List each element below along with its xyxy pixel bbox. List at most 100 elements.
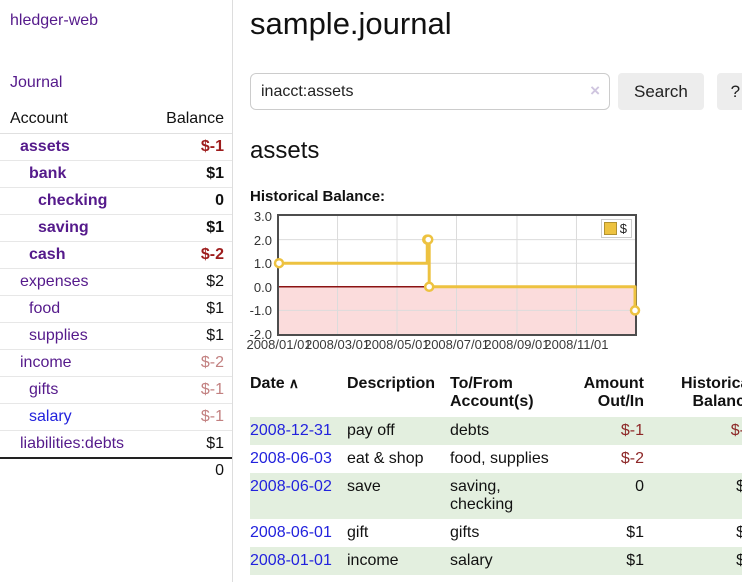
transaction-accounts: food, supplies bbox=[450, 450, 549, 467]
register-header-date-label: Date bbox=[250, 375, 285, 392]
app-brand-link[interactable]: hledger-web bbox=[10, 12, 99, 29]
sidebar-account-balance: 0 bbox=[151, 187, 232, 215]
search-form: × Search ? bbox=[250, 73, 742, 110]
sidebar-account-row: assets $-1 bbox=[0, 133, 232, 161]
sidebar-account-balance: $1 bbox=[151, 214, 232, 242]
chart-plot-area[interactable]: $ 2008/01/01 2008/03/01 2008/05/01 2008/07/… bbox=[246, 214, 641, 352]
sidebar-account-row: liabilities:debts $1 bbox=[0, 430, 232, 458]
sidebar-account-balance: $1 bbox=[151, 295, 232, 323]
transaction-date-link[interactable]: 2008-01-01 bbox=[250, 552, 332, 569]
search-input[interactable] bbox=[250, 73, 610, 110]
sidebar-account-row: cash $-2 bbox=[0, 241, 232, 269]
chart-y-axis: 3.0 2.0 1.0 0.0 -1.0 -2.0 bbox=[250, 209, 277, 342]
transaction-description: eat & shop bbox=[347, 450, 424, 467]
sidebar-account-link[interactable]: expenses bbox=[20, 273, 89, 290]
sidebar-account-row: checking 0 bbox=[0, 187, 232, 215]
transaction-amount: $1 bbox=[574, 547, 644, 575]
sidebar-account-link[interactable]: checking bbox=[38, 192, 108, 209]
transaction-balance: $1 bbox=[644, 547, 742, 575]
sidebar-account-row: bank $1 bbox=[0, 160, 232, 188]
transaction-description: gift bbox=[347, 524, 369, 541]
sidebar-account-link[interactable]: cash bbox=[29, 246, 66, 263]
sidebar-account-balance: $-1 bbox=[151, 133, 232, 161]
transaction-balance: 0 bbox=[644, 445, 742, 473]
data-point-marker bbox=[629, 305, 641, 316]
transaction-date-link[interactable]: 2008-12-31 bbox=[250, 422, 332, 439]
data-point-marker bbox=[422, 234, 434, 245]
accounts-header-balance: Balance bbox=[151, 107, 232, 134]
sidebar-account-row: income $-2 bbox=[0, 349, 232, 377]
sidebar-account-link[interactable]: salary bbox=[29, 408, 72, 425]
x-axis-tick-label: 2008/07/01 bbox=[423, 337, 490, 352]
register-row: 2008-06-01 gift gifts $1 $2 bbox=[250, 519, 742, 547]
x-axis-tick-label: 2008/05/01 bbox=[364, 337, 430, 352]
register-header-amount: Amount Out/In bbox=[583, 375, 644, 410]
sort-ascending-icon: ∧ bbox=[288, 375, 299, 391]
chart-x-axis: 2008/01/01 2008/03/01 2008/05/01 2008/07/01… bbox=[246, 337, 635, 353]
nav-journal-link[interactable]: Journal bbox=[10, 74, 63, 91]
transaction-balance: $2 bbox=[736, 524, 742, 541]
transaction-date-link[interactable]: 2008-06-01 bbox=[250, 524, 332, 541]
transaction-date-link[interactable]: 2008-06-03 bbox=[250, 450, 332, 467]
sidebar-account-balance: $-1 bbox=[151, 376, 232, 404]
sidebar-account-balance: $1 bbox=[151, 430, 232, 458]
register-row: 2008-06-03 eat & shop food, supplies $-20 bbox=[250, 445, 742, 473]
historical-balance-chart: 3.0 2.0 1.0 0.0 -1.0 -2.0 $ 2008/01/01 2008/03… bbox=[246, 209, 742, 352]
sidebar-account-link[interactable]: gifts bbox=[29, 381, 59, 398]
x-axis-tick-label: 2008/01/01 bbox=[246, 337, 312, 352]
sidebar: hledger-web Journal Account Balance asse… bbox=[0, 0, 233, 582]
sidebar-account-balance: $1 bbox=[151, 160, 232, 188]
page-title: sample.journal bbox=[250, 6, 452, 41]
accounts-total-row: 0 bbox=[0, 457, 232, 483]
transaction-description: pay off bbox=[347, 417, 450, 445]
register-header-accounts: To/From Account(s) bbox=[450, 375, 534, 410]
sidebar-nav: Journal bbox=[10, 74, 232, 92]
legend-swatch bbox=[603, 222, 617, 235]
sidebar-account-balance: $-1 bbox=[151, 403, 232, 431]
sidebar-account-row: expenses $2 bbox=[0, 268, 232, 296]
x-axis-tick-label: 2008/09/01 bbox=[484, 337, 550, 352]
y-axis-tick-label: -2.0 bbox=[249, 327, 272, 342]
account-heading: assets bbox=[250, 137, 320, 164]
x-axis-tick-label: 2008/03/01 bbox=[304, 337, 371, 352]
transaction-amount: $-2 bbox=[620, 450, 644, 467]
sidebar-account-link[interactable]: liabilities:debts bbox=[20, 435, 125, 452]
register-header-date[interactable]: Date ∧ bbox=[250, 373, 347, 417]
sidebar-account-row: saving $1 bbox=[0, 214, 232, 242]
y-axis-tick-label: 2.0 bbox=[253, 232, 272, 248]
transaction-date-link[interactable]: 2008-06-02 bbox=[250, 478, 332, 495]
transaction-description: income bbox=[347, 547, 450, 575]
sidebar-account-link[interactable]: supplies bbox=[29, 327, 88, 344]
data-point-marker bbox=[423, 281, 435, 293]
sidebar-account-link[interactable]: food bbox=[29, 300, 61, 317]
x-axis-tick-label: 2008/11/01 bbox=[544, 337, 609, 352]
sidebar-account-balance: $1 bbox=[151, 322, 232, 350]
transaction-balance: $-1 bbox=[644, 417, 742, 445]
sidebar-account-link[interactable]: assets bbox=[20, 138, 70, 155]
search-button[interactable]: Search bbox=[618, 73, 704, 110]
register-table: Date ∧ Description To/From Account(s) Amo… bbox=[250, 373, 742, 575]
transaction-amount: $-1 bbox=[574, 417, 644, 445]
transaction-accounts: gifts bbox=[450, 524, 480, 541]
register-header-balance: Historical Balance bbox=[680, 375, 742, 410]
transaction-accounts: saving, checking bbox=[450, 473, 574, 519]
clear-search-icon[interactable]: × bbox=[590, 81, 600, 100]
sidebar-account-row: salary $-1 bbox=[0, 403, 232, 431]
transaction-balance: $2 bbox=[644, 473, 742, 519]
legend-label: $ bbox=[619, 221, 627, 236]
sidebar-account-balance: $-2 bbox=[151, 241, 232, 269]
accounts-total-spacer bbox=[0, 457, 152, 483]
main-content: sample.journal × Search ? assets Histori… bbox=[233, 0, 742, 582]
help-button[interactable]: ? bbox=[716, 73, 742, 110]
sidebar-account-link[interactable]: income bbox=[20, 354, 72, 371]
sidebar-account-link[interactable]: saving bbox=[38, 219, 89, 236]
transaction-amount: 0 bbox=[574, 473, 644, 519]
data-point-marker bbox=[273, 257, 285, 269]
sidebar-account-link[interactable]: bank bbox=[29, 165, 67, 182]
accounts-table: Account Balance assets $-1 bank $1 checking 0… bbox=[0, 107, 232, 483]
transaction-amount: $1 bbox=[626, 524, 644, 541]
transaction-description: save bbox=[347, 473, 450, 519]
